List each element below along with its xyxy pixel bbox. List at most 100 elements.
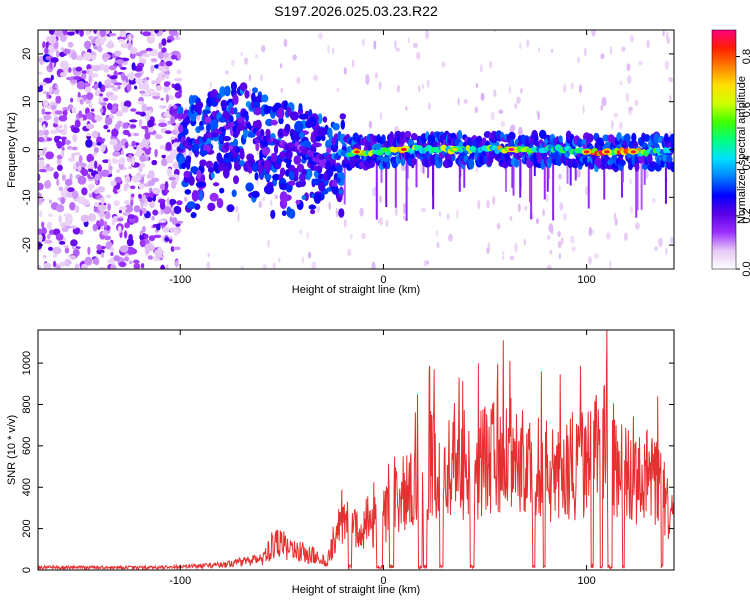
noise-blob [142,194,146,203]
transition-blob [269,119,278,126]
noise-blob [114,176,122,183]
transition-blob [323,172,328,182]
noise-blob [39,85,43,90]
band-blob [381,134,386,144]
noise-blob [52,254,58,258]
transition-blob [326,187,333,192]
haze-blob [558,185,561,193]
noise-blob [63,244,69,249]
noise-blob [120,42,129,49]
noise-blob [144,149,151,155]
haze-blob [634,222,640,230]
streak [566,159,569,184]
transition-blob [182,118,190,124]
haze-blob [665,247,668,256]
transition-blob [305,175,310,180]
noise-blob [126,238,134,247]
band-blob [185,155,192,162]
noise-blob [130,108,137,112]
haze-blob [416,52,421,60]
streak [343,159,346,205]
transition-blob [295,199,301,205]
noise-blob [133,263,141,269]
transition-blob [186,201,196,210]
haze-blob [514,102,518,110]
noise-blob [142,173,146,177]
noise-blob [76,80,86,90]
noise-blob [53,88,60,95]
noise-blob [124,199,130,205]
band-blob [631,132,637,143]
transition-blob [330,186,337,191]
noise-blob [171,217,178,225]
noise-blob [158,42,163,50]
transition-blob [279,183,287,191]
noise-blob [50,105,57,110]
transition-blob [318,181,325,192]
noise-blob [59,124,63,129]
haze-blob [588,226,592,237]
noise-blob [102,231,108,235]
noise-blob [130,132,135,137]
noise-blob [163,51,169,59]
noise-blob [105,194,112,199]
haze-blob [609,260,612,269]
haze-blob [546,264,552,269]
haze-blob [475,83,478,88]
noise-blob [104,211,111,220]
noise-blob [135,111,143,115]
haze-blob [492,195,496,206]
noise-blob [143,234,149,239]
noise-blob [45,41,49,49]
transition-blob [203,110,212,114]
spectrogram-y-label: Frequency (Hz) [6,112,18,188]
haze-blob [441,61,446,68]
noise-blob [59,241,66,245]
noise-blob [93,202,100,208]
noise-blob [42,90,48,95]
haze-blob [335,207,339,218]
noise-blob [58,261,67,267]
haze-blob [619,121,623,130]
colorbar-tick-label: 0.2 [741,208,750,223]
noise-blob [91,54,97,61]
noise-blob [112,151,121,157]
transition-blob [338,188,344,195]
noise-blob [72,227,81,235]
noise-blob [133,259,140,264]
streak [519,159,522,198]
streak [621,159,624,183]
transition-blob [228,144,234,151]
haze-blob [570,82,574,90]
noise-blob [79,162,87,168]
noise-blob [158,122,168,128]
noise-blob [138,119,143,128]
noise-blob [139,84,145,90]
snr-y-label: SNR (10 * v/v) [6,415,18,485]
haze-blob [625,92,630,102]
transition-blob [253,107,262,116]
y-tick-label: 800 [21,395,33,413]
noise-blob [94,114,103,122]
band-blob [576,138,584,148]
band-blob [210,172,215,179]
band-blob [410,133,418,141]
transition-blob [285,162,291,169]
haze-blob [474,106,479,114]
noise-blob [61,149,65,158]
transition-blob [338,208,345,218]
haze-blob [343,67,347,75]
noise-blob [103,57,108,63]
x-tick-label: -100 [169,274,191,286]
figure-title: S197.2026.025.03.23.R22 [274,3,438,19]
noise-blob [48,246,53,251]
noise-blob [43,129,49,136]
haze-blob [365,75,370,85]
transition-blob [288,180,296,186]
noise-blob [120,150,124,156]
transition-blob [176,113,187,120]
transition-blob [219,187,225,194]
noise-blob [144,132,151,140]
ridge-blob [669,147,674,153]
noise-blob [155,223,161,231]
